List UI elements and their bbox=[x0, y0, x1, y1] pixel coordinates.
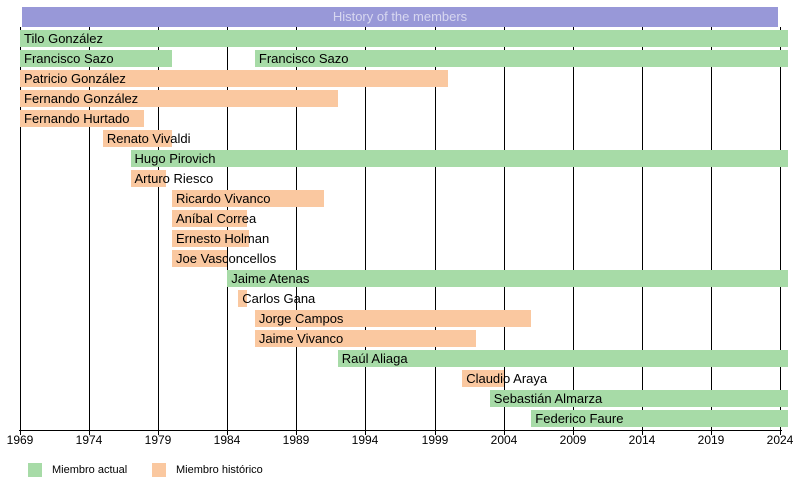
member-bar: Jorge Campos bbox=[254, 310, 532, 327]
member-name: Carlos Gana bbox=[242, 291, 316, 306]
gridline bbox=[296, 27, 297, 430]
axis-tick bbox=[296, 430, 297, 435]
legend-swatch-historic-icon bbox=[152, 463, 166, 477]
member-name: Raúl Aliaga bbox=[341, 351, 408, 366]
axis-tick bbox=[227, 430, 228, 435]
gridline bbox=[573, 27, 574, 430]
axis-year-label: 2019 bbox=[697, 433, 725, 447]
axis-tick bbox=[158, 430, 159, 435]
member-bar: Hugo Pirovich bbox=[130, 150, 788, 167]
member-name: Joe Vasconcellos bbox=[176, 251, 277, 266]
member-name: Federico Faure bbox=[535, 411, 624, 426]
member-bar: Ricardo Vivanco bbox=[172, 190, 324, 207]
gridline bbox=[642, 27, 643, 430]
member-bar: Aníbal Correa bbox=[172, 210, 256, 227]
axis-year-label: 2009 bbox=[559, 433, 587, 447]
member-bar: Fernando Hurtado bbox=[20, 110, 145, 127]
gridline bbox=[158, 27, 159, 430]
member-name: Renato Vivaldi bbox=[106, 131, 191, 146]
axis-year-label: 1979 bbox=[144, 433, 172, 447]
axis-year-label: 2004 bbox=[490, 433, 518, 447]
axis-tick bbox=[89, 430, 90, 435]
member-name: Sebastián Almarza bbox=[493, 391, 603, 406]
gridline bbox=[504, 27, 505, 430]
axis-tick bbox=[435, 430, 436, 435]
member-bar: Patricio González bbox=[20, 70, 449, 87]
member-bar: Ernesto Holman bbox=[172, 230, 269, 247]
legend: Miembro actual Miembro histórico bbox=[0, 463, 800, 479]
member-name: Fernando Hurtado bbox=[24, 111, 130, 126]
axis-year-label: 2014 bbox=[628, 433, 656, 447]
axis-tick bbox=[711, 430, 712, 435]
axis-tick bbox=[20, 430, 21, 435]
member-bar: Renato Vivaldi bbox=[102, 130, 190, 147]
legend-label-current: Miembro actual bbox=[52, 464, 128, 476]
gridline bbox=[365, 27, 366, 430]
gridline bbox=[435, 27, 436, 430]
member-name: Jaime Vivanco bbox=[258, 331, 344, 346]
axis-tick bbox=[642, 430, 643, 435]
axis-tick bbox=[780, 430, 781, 435]
axis-year-label: 1994 bbox=[351, 433, 379, 447]
axis-year-label: 1999 bbox=[421, 433, 449, 447]
axis-year-label: 1989 bbox=[282, 433, 310, 447]
member-name: Patricio González bbox=[24, 71, 126, 86]
axis-year-label: 1969 bbox=[6, 433, 34, 447]
gridline bbox=[711, 27, 712, 430]
member-name: Francisco Sazo bbox=[24, 51, 114, 66]
member-name: Ernesto Holman bbox=[176, 231, 270, 246]
member-name: Claudio Araya bbox=[466, 371, 548, 386]
member-name: Tilo González bbox=[24, 31, 103, 46]
axis-year-label: 1984 bbox=[213, 433, 241, 447]
member-name: Fernando González bbox=[24, 91, 139, 106]
x-axis-line bbox=[19, 430, 782, 431]
member-name: Jaime Atenas bbox=[231, 271, 310, 286]
legend-swatch-current-icon bbox=[28, 463, 42, 477]
member-bar: Joe Vasconcellos bbox=[172, 250, 276, 267]
member-bar: Jaime Atenas bbox=[227, 270, 788, 287]
axis-tick bbox=[573, 430, 574, 435]
member-bar: Claudio Araya bbox=[462, 370, 547, 387]
member-bar: Jaime Vivanco bbox=[254, 330, 476, 347]
legend-label-historic: Miembro histórico bbox=[176, 464, 263, 476]
member-name: Aníbal Correa bbox=[176, 211, 257, 226]
member-name: Jorge Campos bbox=[258, 311, 344, 326]
member-bar: Francisco Sazo bbox=[20, 50, 172, 67]
member-bar: Sebastián Almarza bbox=[489, 390, 788, 407]
gridline bbox=[227, 27, 228, 430]
member-bar: Federico Faure bbox=[531, 410, 788, 427]
gridline bbox=[89, 27, 90, 430]
member-name: Arturo Riesco bbox=[134, 171, 214, 186]
chart-title-bar: History of the members bbox=[22, 7, 778, 27]
gridline bbox=[20, 27, 21, 430]
chart-title: History of the members bbox=[332, 9, 468, 24]
axis-tick bbox=[504, 430, 505, 435]
gridline bbox=[780, 27, 781, 430]
member-bar: Fernando González bbox=[20, 90, 338, 107]
member-bar: Arturo Riesco bbox=[130, 170, 213, 187]
member-bar: Carlos Gana bbox=[238, 290, 315, 307]
axis-tick bbox=[365, 430, 366, 435]
member-bar: Francisco Sazo bbox=[254, 50, 788, 67]
member-bar: Tilo González bbox=[20, 30, 788, 47]
axis-year-label: 2024 bbox=[766, 433, 794, 447]
axis-year-label: 1974 bbox=[75, 433, 103, 447]
member-name: Ricardo Vivanco bbox=[176, 191, 271, 206]
member-name: Francisco Sazo bbox=[258, 51, 349, 66]
member-bar: Raúl Aliaga bbox=[337, 350, 788, 367]
member-name: Hugo Pirovich bbox=[134, 151, 216, 166]
